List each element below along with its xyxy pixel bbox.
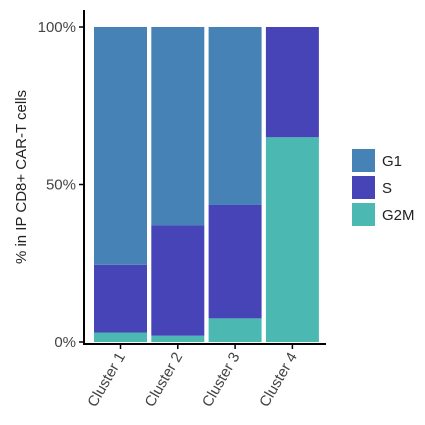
bar-s-cluster-2 xyxy=(151,225,205,336)
bar-g2m-cluster-4 xyxy=(265,137,319,342)
bars-group xyxy=(94,27,319,342)
x-tick-label: Cluster 2 xyxy=(142,350,187,410)
y-tick-label: 50% xyxy=(46,177,76,194)
legend-label-g2m: G2M xyxy=(382,207,415,224)
legend-label-g1: G1 xyxy=(382,153,402,170)
bar-s-cluster-3 xyxy=(208,204,262,319)
bar-g2m-cluster-1 xyxy=(94,332,147,342)
x-ticks-group: Cluster 1 Cluster 2 Cluster 3 Cluster 4 xyxy=(84,344,301,410)
bar-g1-cluster-3 xyxy=(208,27,262,205)
legend-label-s: S xyxy=(382,180,392,197)
legend-key-s xyxy=(352,176,375,199)
bar-g1-cluster-2 xyxy=(151,27,205,226)
legend-key-g2m xyxy=(352,203,375,226)
bar-g2m-cluster-3 xyxy=(208,318,262,342)
x-tick-label: Cluster 3 xyxy=(199,350,244,410)
y-tick-label: 100% xyxy=(38,19,76,36)
y-ticks-group: 0% 50% 100% xyxy=(38,19,84,351)
bar-g2m-cluster-2 xyxy=(151,335,205,342)
bar-s-cluster-1 xyxy=(94,264,147,333)
legend-key-g1 xyxy=(352,149,375,172)
bar-g1-cluster-1 xyxy=(94,27,147,265)
axes-group xyxy=(83,10,326,345)
x-tick-label: Cluster 4 xyxy=(256,350,301,410)
y-tick-label: 0% xyxy=(54,334,76,351)
y-axis-title: % in IP CD8+ CAR-T cells xyxy=(13,90,30,264)
legend: G1 S G2M xyxy=(352,149,415,226)
bar-s-cluster-4 xyxy=(265,27,319,138)
x-tick-label: Cluster 1 xyxy=(84,350,129,410)
